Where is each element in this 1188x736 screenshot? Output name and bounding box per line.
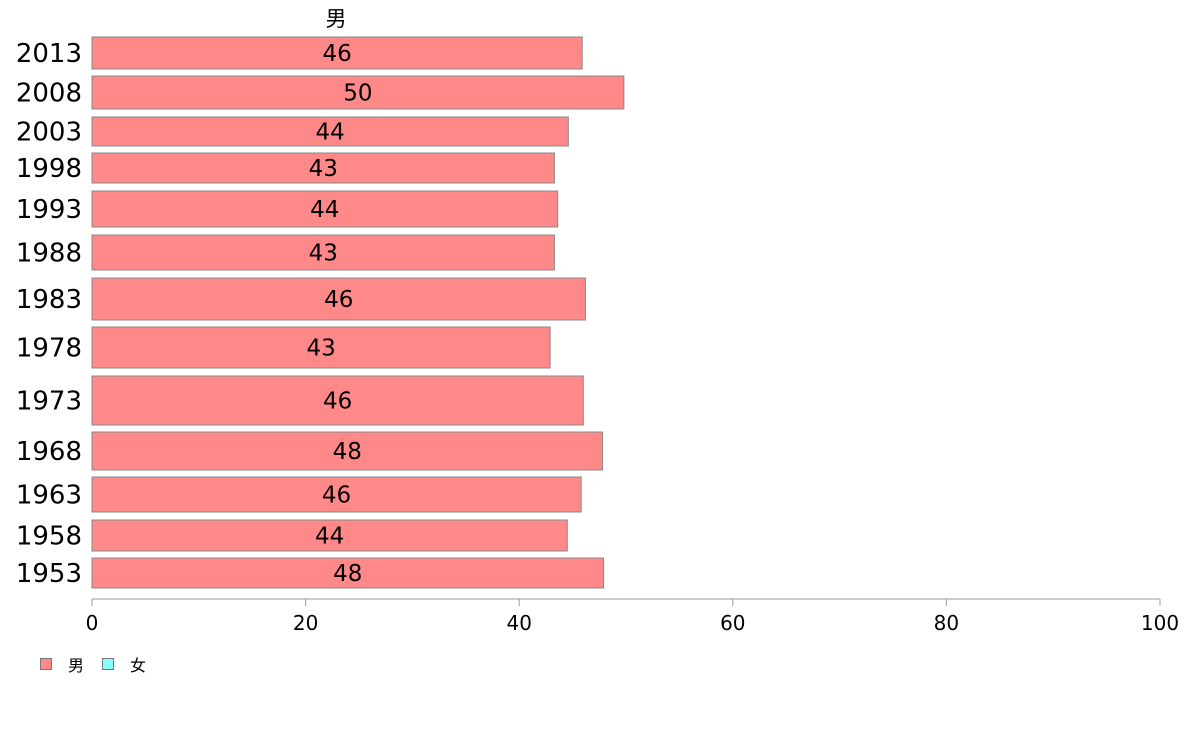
category-label: 1968 bbox=[16, 437, 82, 467]
bar-male bbox=[91, 75, 625, 110]
category-label: 1998 bbox=[16, 154, 82, 184]
bar-male bbox=[91, 116, 569, 147]
bar-male bbox=[91, 190, 559, 228]
x-tick-label: 80 bbox=[934, 611, 959, 635]
bar-male bbox=[91, 326, 551, 369]
category-label: 1953 bbox=[16, 559, 82, 589]
category-label: 1973 bbox=[16, 387, 82, 417]
data-label: 48 bbox=[333, 561, 362, 587]
category-label: 1958 bbox=[16, 522, 82, 552]
category-label: 1993 bbox=[16, 195, 82, 225]
x-tick-label: 20 bbox=[293, 611, 318, 635]
legend: 男 女 bbox=[40, 652, 164, 676]
chart-title: 男 bbox=[326, 7, 347, 31]
data-label: 50 bbox=[343, 81, 372, 107]
category-label: 1963 bbox=[16, 481, 82, 511]
legend-swatch-male bbox=[40, 658, 52, 670]
data-label: 48 bbox=[333, 439, 362, 465]
data-label: 46 bbox=[322, 483, 351, 509]
bar-male bbox=[91, 519, 568, 552]
bar-male bbox=[91, 152, 555, 184]
x-tick-label: 100 bbox=[1141, 611, 1179, 635]
legend-item-male: 男 bbox=[40, 652, 84, 676]
bar-male bbox=[91, 431, 604, 471]
category-label: 1978 bbox=[16, 334, 82, 364]
data-label: 43 bbox=[306, 336, 335, 362]
data-label: 44 bbox=[316, 120, 345, 146]
category-label: 1988 bbox=[16, 239, 82, 269]
bar-male bbox=[91, 476, 582, 513]
bar-male bbox=[91, 277, 586, 321]
x-tick-label: 0 bbox=[86, 611, 99, 635]
bar-male bbox=[91, 557, 605, 589]
category-label: 2003 bbox=[16, 118, 82, 148]
legend-label-male: 男 bbox=[68, 656, 85, 675]
data-label: 46 bbox=[322, 41, 351, 67]
category-label: 1983 bbox=[16, 285, 82, 315]
legend-label-female: 女 bbox=[130, 656, 147, 675]
category-label: 2013 bbox=[16, 39, 82, 69]
data-label: 44 bbox=[310, 197, 339, 223]
legend-item-female: 女 bbox=[102, 652, 146, 676]
legend-swatch-female bbox=[102, 658, 115, 670]
category-label: 2008 bbox=[16, 79, 82, 109]
data-label: 46 bbox=[323, 389, 352, 415]
data-label: 44 bbox=[315, 524, 344, 550]
data-label: 43 bbox=[309, 156, 338, 182]
x-tick-label: 60 bbox=[720, 611, 745, 635]
data-label: 46 bbox=[324, 287, 353, 313]
bar-male bbox=[91, 375, 584, 426]
bar-male bbox=[91, 234, 555, 271]
bar-male bbox=[91, 36, 583, 70]
bar-chart: 男 2013 46 2008 50 2003 44 1998 43 1993 44 1988 43 19… bbox=[16, 7, 1179, 635]
x-tick-label: 40 bbox=[506, 611, 531, 635]
data-label: 43 bbox=[309, 241, 338, 267]
